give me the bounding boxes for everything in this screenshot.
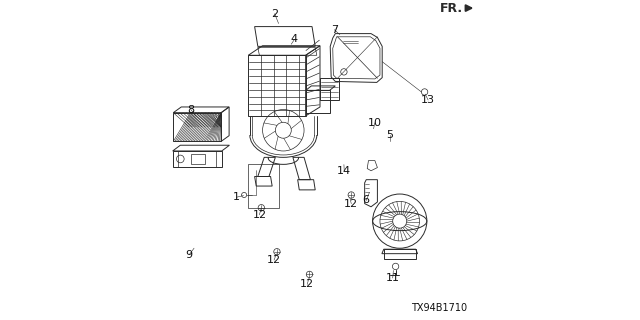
Text: 12: 12	[267, 255, 281, 265]
Text: 9: 9	[186, 250, 193, 260]
Text: 14: 14	[337, 166, 351, 176]
Text: 6: 6	[363, 196, 370, 205]
Text: 11: 11	[386, 273, 400, 283]
Text: 12: 12	[344, 199, 358, 209]
Text: 13: 13	[421, 95, 435, 105]
Text: 7: 7	[331, 25, 338, 35]
Text: 5: 5	[387, 130, 394, 140]
Text: 8: 8	[188, 105, 195, 115]
Text: TX94B1710: TX94B1710	[412, 303, 467, 313]
Text: 2: 2	[271, 9, 278, 19]
Text: 1: 1	[233, 192, 240, 202]
Text: 12: 12	[300, 279, 314, 289]
Text: 12: 12	[252, 210, 266, 220]
Text: FR.: FR.	[440, 2, 463, 15]
Text: 4: 4	[291, 34, 298, 44]
Text: 10: 10	[368, 118, 382, 128]
